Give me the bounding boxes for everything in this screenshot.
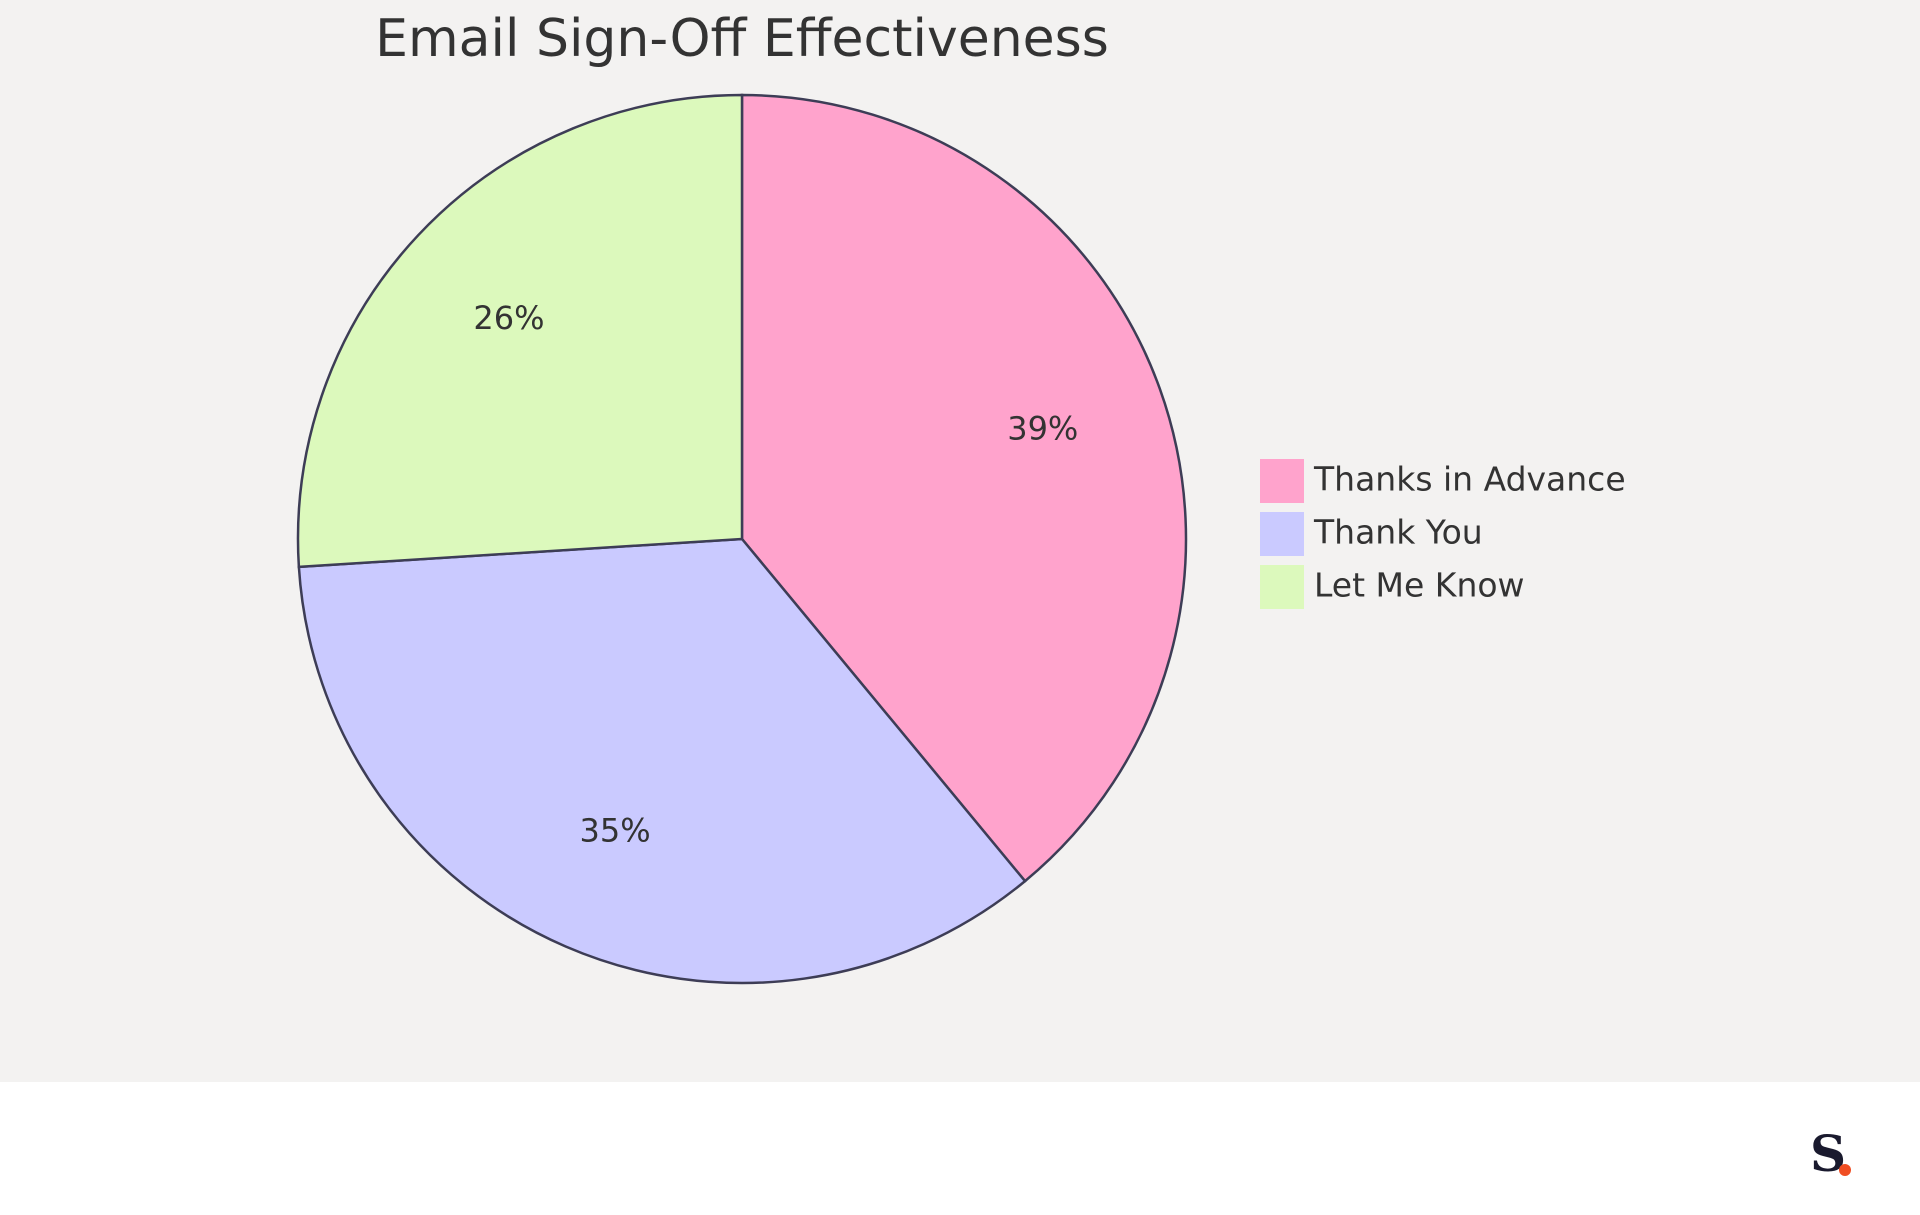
legend-swatch — [1260, 512, 1304, 556]
slice-label: 35% — [579, 811, 650, 849]
pie-slice — [297, 537, 1027, 985]
chart-title: Email Sign-Off Effectiveness — [375, 9, 1109, 69]
legend-label: Let Me Know — [1314, 566, 1525, 605]
pie-slice — [740, 93, 1188, 883]
slice-label: 26% — [473, 299, 544, 337]
legend-swatch — [1260, 565, 1304, 609]
logo: S — [1810, 1124, 1846, 1183]
slice-label: 39% — [1007, 410, 1078, 448]
pie-slice — [296, 93, 744, 569]
legend-swatch — [1260, 459, 1304, 503]
legend-label: Thank You — [1313, 513, 1483, 552]
legend-label: Thanks in Advance — [1313, 460, 1626, 499]
logo-dot — [1839, 1164, 1851, 1176]
